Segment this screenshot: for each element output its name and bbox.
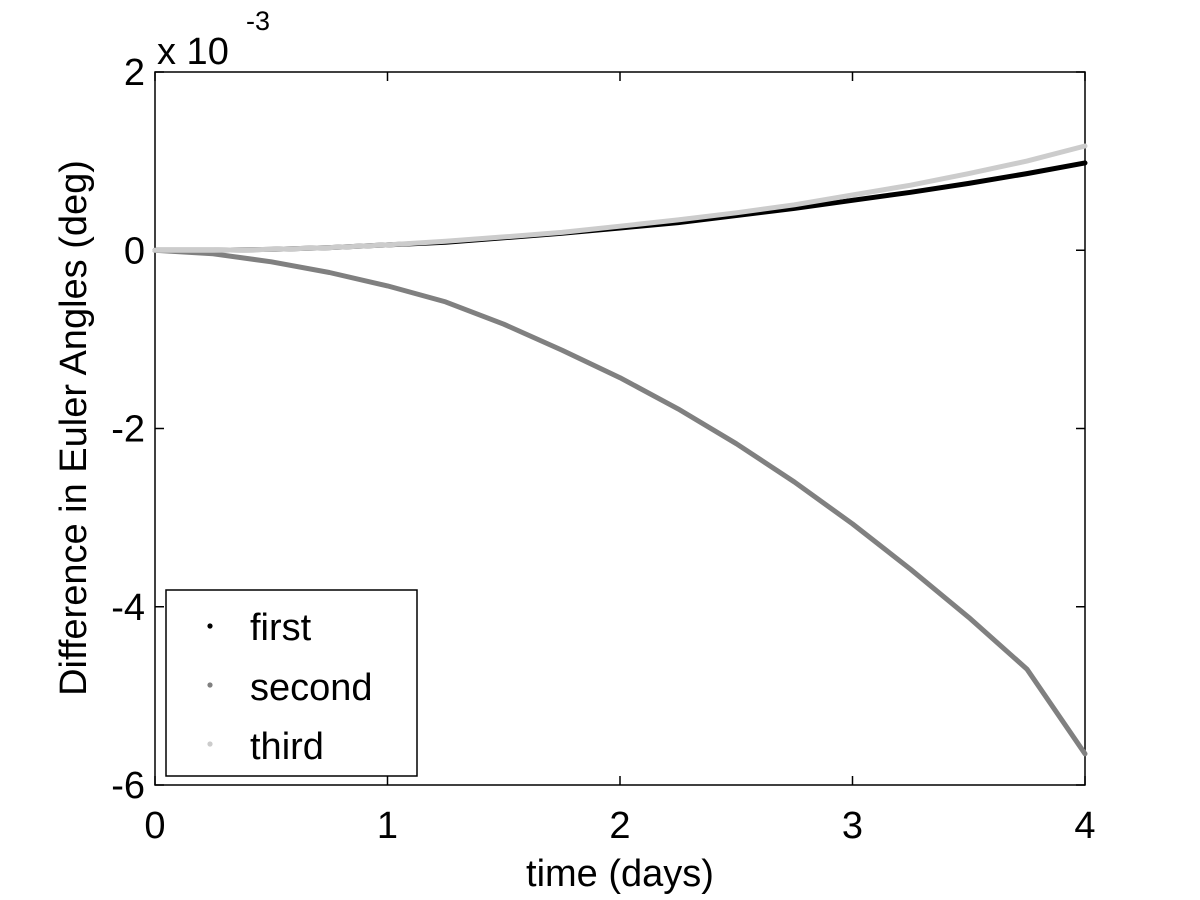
x-tick-label: 3	[842, 805, 863, 847]
y-tick-label: -2	[111, 409, 145, 451]
series-line-second	[152, 247, 1088, 757]
legend-marker-third	[207, 741, 213, 747]
x-tick-label: 4	[1074, 805, 1095, 847]
series-lines	[152, 143, 1088, 757]
legend: first second third	[165, 589, 418, 777]
x-axis-label: time (days)	[526, 853, 714, 895]
x-tick-label: 1	[377, 805, 398, 847]
y-tick-label: 2	[124, 52, 145, 94]
x-tick-label: 2	[609, 805, 630, 847]
y-axis-label: Difference in Euler Angles (deg)	[53, 160, 95, 696]
legend-marker-first	[207, 623, 213, 629]
legend-label-third: third	[250, 726, 324, 768]
y-tick-label: 0	[124, 230, 145, 272]
y-multiplier-base: x 10	[157, 31, 229, 73]
legend-marker-second	[207, 682, 213, 688]
legend-label-first: first	[250, 607, 312, 649]
x-tick-label: 0	[144, 805, 165, 847]
y-tick-label: -4	[111, 587, 145, 629]
series-line-third	[152, 143, 1088, 253]
axis-ticks: 0 1 2 3 4 -6 -4 -2 0 2	[111, 52, 1095, 847]
y-tick-label: -6	[111, 765, 145, 807]
legend-label-second: second	[250, 667, 373, 709]
y-multiplier-exponent: -3	[246, 6, 270, 36]
